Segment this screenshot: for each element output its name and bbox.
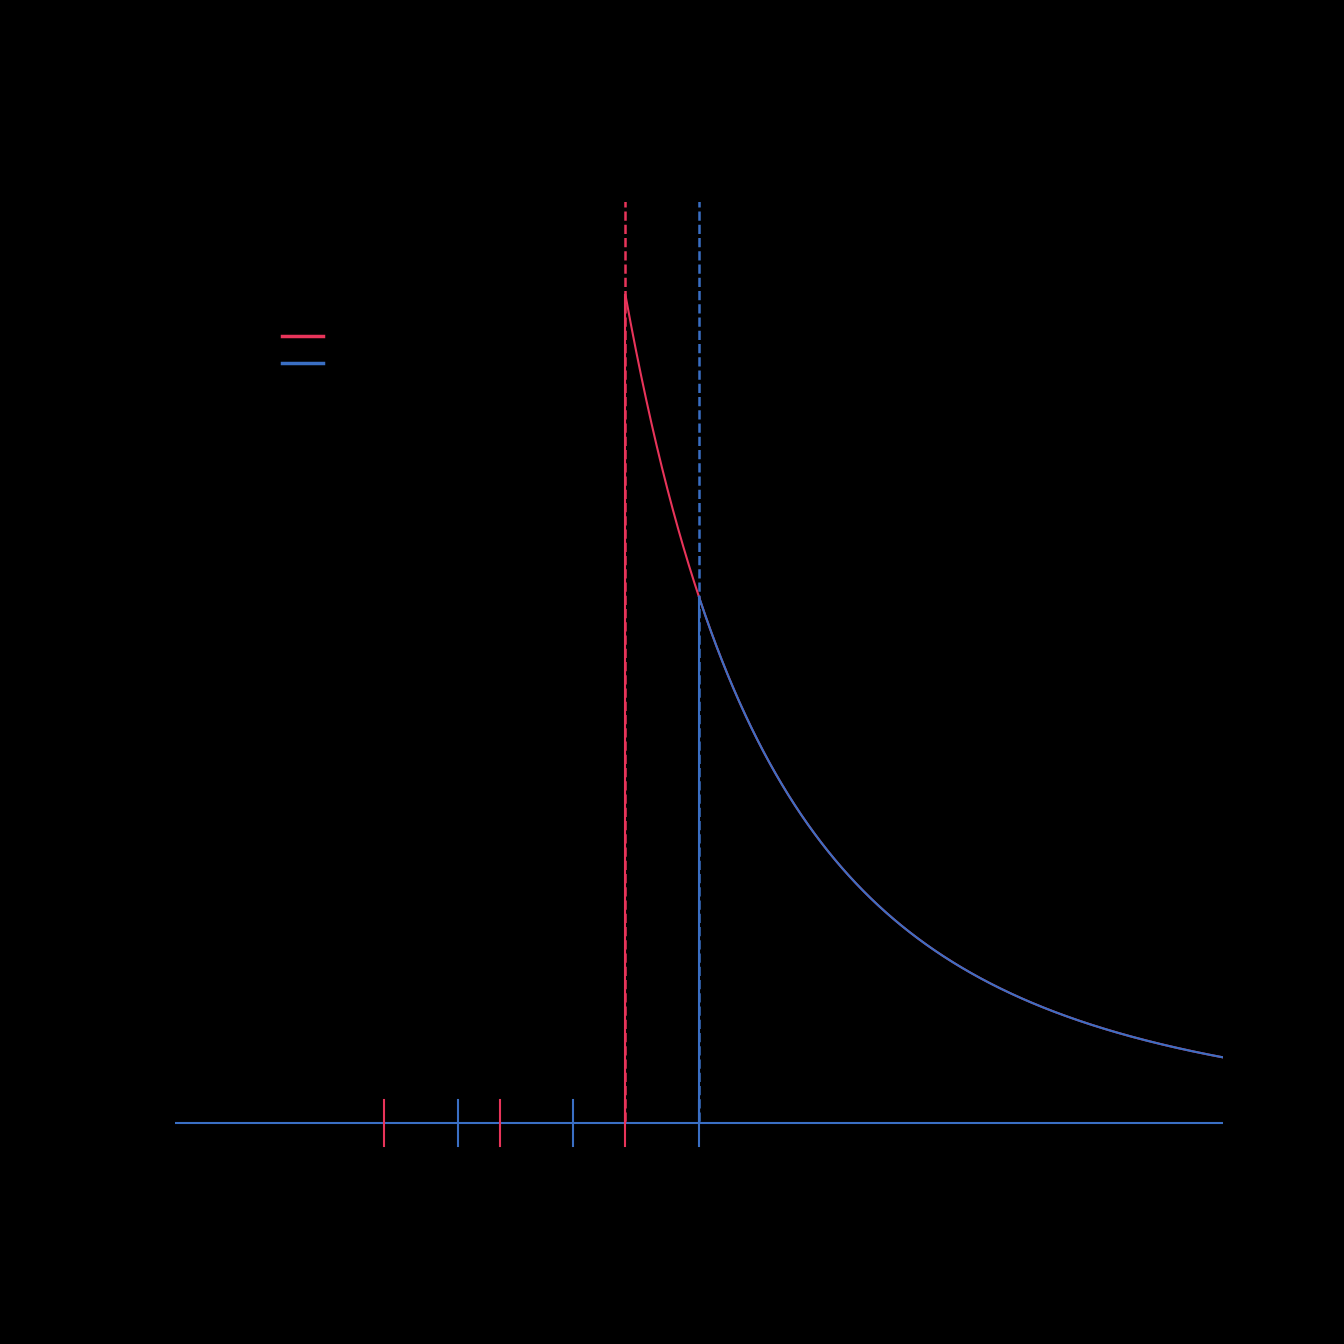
Legend: , : , bbox=[276, 325, 340, 376]
